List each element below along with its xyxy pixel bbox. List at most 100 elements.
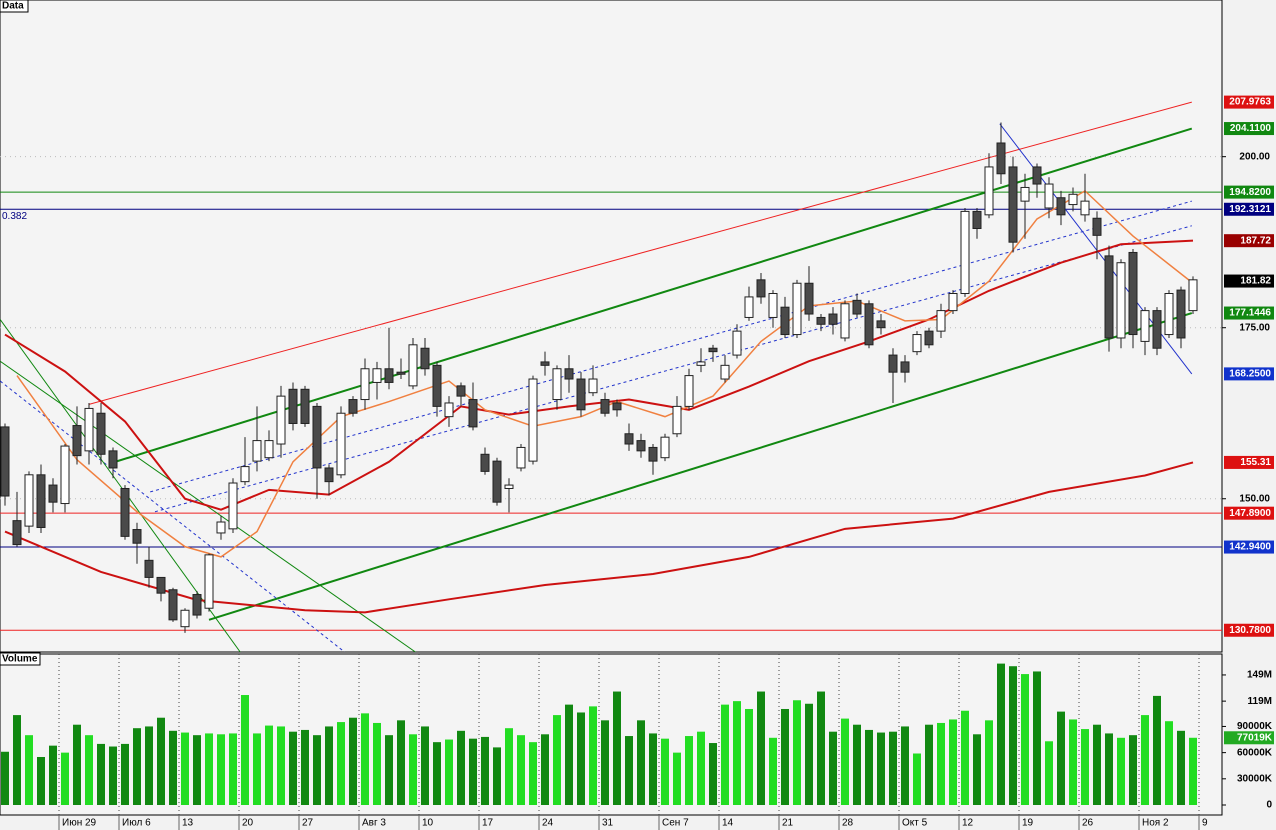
volume-bar [1045, 741, 1053, 805]
volume-bar [697, 731, 705, 805]
x-tick-label: 20 [242, 818, 254, 829]
candle-body [432, 364, 442, 407]
y-tick-label: 150.00 [1239, 493, 1270, 504]
volume-bar [685, 736, 693, 805]
volume-bar [961, 710, 969, 805]
x-tick-label: 12 [962, 818, 974, 829]
volume-bar [97, 743, 105, 805]
volume-bar [49, 745, 57, 805]
volume-bar [265, 725, 273, 805]
candle-body [276, 395, 286, 445]
candle-body [612, 402, 622, 411]
price-label-box [1224, 122, 1274, 136]
volume-bar [253, 733, 261, 805]
x-tick-label: 31 [602, 818, 614, 829]
volume-bar [565, 704, 573, 805]
volume-bar [817, 691, 825, 805]
x-tick-label: Сен 7 [662, 818, 689, 829]
volume-bar [841, 718, 849, 805]
volume-bar [925, 724, 933, 805]
candle-body [1128, 251, 1138, 336]
candle-body [540, 361, 550, 366]
volume-bar [541, 734, 549, 805]
volume-bar [373, 722, 381, 805]
price-label: 207.9763 [1229, 97, 1271, 108]
volume-bar [913, 753, 921, 805]
volume-pane [0, 653, 1223, 816]
volume-bar [949, 719, 957, 805]
volume-bar [709, 743, 717, 805]
price-plot: 0.382 [0, 101, 1222, 652]
volume-tick-label: 149M [1247, 670, 1272, 681]
volume-bar [1033, 671, 1041, 805]
candle-body [528, 378, 538, 462]
candle-body [972, 210, 982, 230]
candle-body [600, 399, 610, 414]
candle-body [1008, 166, 1018, 243]
volume-bar [85, 735, 93, 805]
candle-body [288, 388, 298, 424]
candle-body [804, 282, 814, 315]
volume-bar [337, 722, 345, 805]
moving-average [4, 239, 1194, 511]
volume-bar [637, 720, 645, 805]
price-label-box [1224, 540, 1274, 554]
volume-bar [445, 739, 453, 805]
candle-body [660, 436, 670, 459]
price-label: 168.2500 [1229, 369, 1271, 380]
x-tick-label: 13 [182, 818, 194, 829]
candle-body [408, 344, 418, 387]
price-label: 194.8200 [1229, 187, 1271, 198]
volume-tick-label: 119M [1248, 696, 1272, 707]
volume-plot [1, 654, 1200, 815]
candle-body [348, 399, 358, 414]
price-label-box [1224, 202, 1274, 216]
candle-body [492, 460, 502, 503]
volume-bar [877, 732, 885, 805]
candle-body [564, 368, 574, 380]
x-tick-label: 24 [542, 818, 554, 829]
x-tick-label: Июл 6 [122, 818, 151, 829]
volume-bar [37, 756, 45, 805]
volume-tick-label: 60000K [1237, 747, 1273, 758]
candle-body [168, 589, 178, 621]
candle-body [96, 412, 106, 455]
volume-bar [1105, 733, 1113, 805]
candle-body [948, 293, 958, 312]
volume-bar [997, 663, 1005, 805]
candle-body [924, 330, 934, 346]
price-label-box [1224, 185, 1274, 199]
volume-title-box [0, 652, 41, 666]
candle-body [204, 554, 214, 609]
candle-body [588, 378, 598, 394]
candle-body [744, 296, 754, 318]
volume-bar [493, 747, 501, 805]
chart-title: Data [2, 1, 24, 12]
candle-body [420, 347, 430, 370]
candle-body [312, 405, 322, 469]
volume-bar [421, 726, 429, 805]
volume-bar [805, 703, 813, 805]
volume-bar [25, 735, 33, 805]
candle-body [780, 306, 790, 336]
volume-bar [1057, 711, 1065, 805]
volume-bar [277, 726, 285, 805]
volume-bar [133, 728, 141, 805]
x-tick-label: 9 [1202, 818, 1208, 829]
price-label-box [1224, 623, 1274, 637]
volume-bar [901, 726, 909, 805]
volume-bar [313, 735, 321, 805]
volume-bar [229, 733, 237, 805]
volume-bar [649, 733, 657, 805]
price-label: 192.3121 [1229, 204, 1271, 215]
candle-body [264, 440, 274, 459]
volume-bar [985, 720, 993, 805]
price-label: 181.82 [1240, 276, 1271, 287]
volume-bar [1165, 721, 1173, 805]
price-label: 142.9400 [1229, 542, 1271, 553]
y-tick-label: 200.00 [1239, 151, 1270, 162]
price-label-box [1224, 306, 1274, 320]
candle-body [708, 347, 718, 353]
candle-body [1068, 193, 1078, 206]
